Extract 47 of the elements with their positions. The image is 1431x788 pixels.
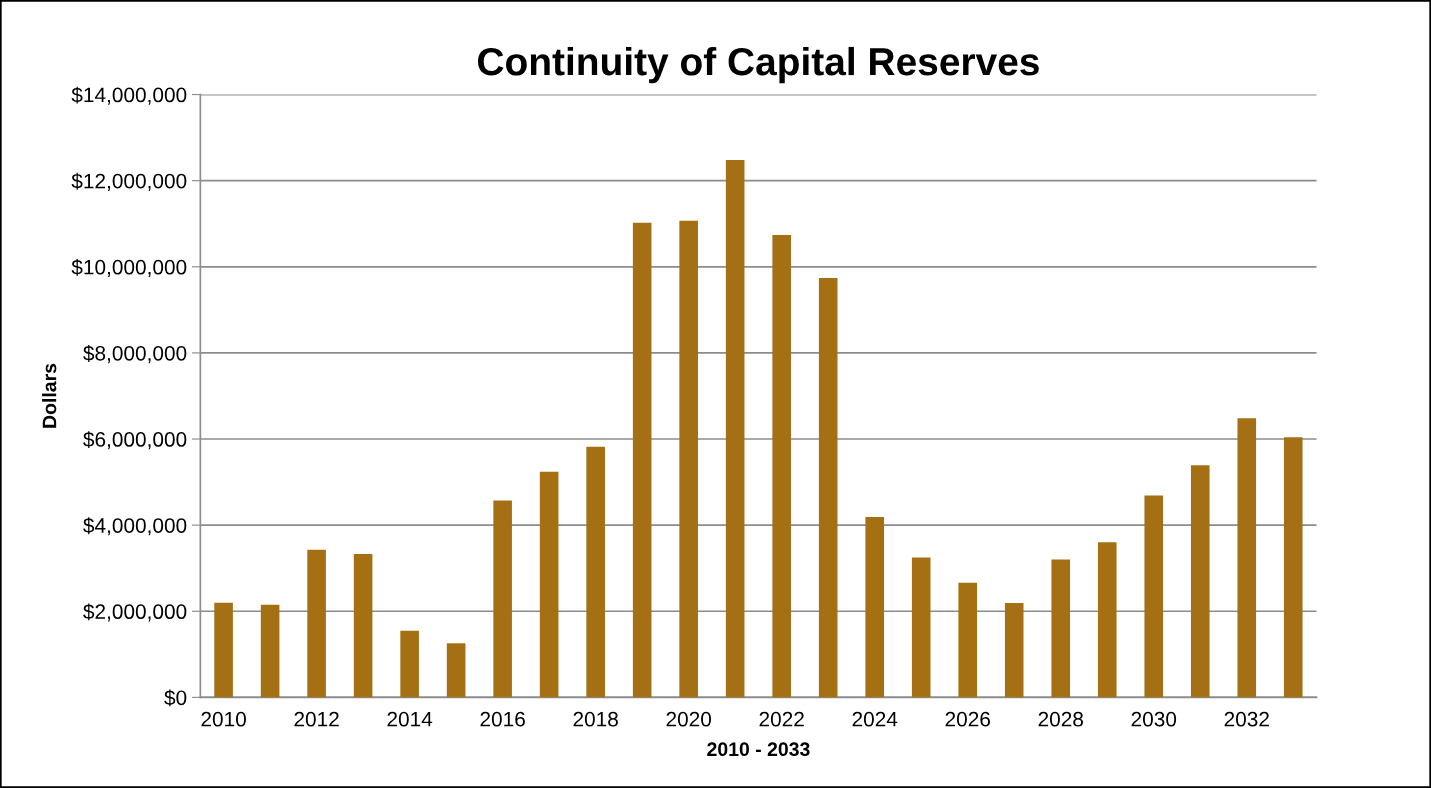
bar	[307, 549, 326, 698]
x-tick-label: 2020	[666, 711, 712, 727]
x-tick-label: 2012	[294, 711, 339, 727]
bar	[1237, 418, 1257, 698]
bar	[865, 516, 884, 698]
bar	[1051, 559, 1071, 698]
bar	[632, 222, 652, 698]
x-tick-label: 2016	[480, 711, 525, 727]
bar	[1283, 437, 1303, 698]
x-tick-label: 2028	[1038, 711, 1083, 727]
y-tick-label: $10,000,000	[71, 258, 187, 278]
x-tick-label: 2032	[1224, 711, 1269, 727]
bar	[400, 630, 419, 698]
bar	[1004, 603, 1024, 698]
bar	[446, 643, 466, 698]
bar	[1144, 495, 1164, 698]
y-tick-label: $8,000,000	[83, 345, 187, 364]
bar	[1190, 465, 1210, 698]
chart-title: Continuity of Capital Reserves	[478, 46, 1039, 84]
y-tick-label: $14,000,000	[71, 86, 187, 105]
bar	[772, 234, 791, 698]
bar	[539, 471, 559, 698]
x-tick-label: 2030	[1131, 711, 1177, 727]
bar	[818, 277, 838, 698]
bar	[679, 220, 698, 698]
bar	[725, 160, 745, 698]
bar	[493, 500, 512, 698]
x-tick-label: 2026	[945, 711, 990, 727]
bar	[911, 557, 931, 698]
y-tick-label: $12,000,000	[71, 172, 187, 191]
x-tick-label: 2018	[573, 711, 618, 727]
x-axis-title: 2010 - 2033	[707, 742, 810, 757]
y-axis-title: Dollars	[42, 363, 57, 428]
bar	[353, 553, 373, 698]
y-tick-label: $0	[164, 689, 187, 707]
y-tick-label: $4,000,000	[83, 517, 187, 536]
x-tick-label: 2010	[201, 711, 246, 727]
bar	[586, 446, 605, 698]
y-tick-label: $2,000,000	[83, 603, 187, 622]
x-tick-label: 2014	[387, 711, 433, 727]
y-tick-label: $6,000,000	[83, 431, 187, 450]
bar	[260, 604, 280, 698]
x-tick-label: 2022	[759, 711, 804, 727]
bar	[1097, 542, 1117, 698]
x-tick-label: 2024	[852, 711, 898, 727]
bar	[958, 582, 978, 698]
bar	[214, 602, 233, 698]
